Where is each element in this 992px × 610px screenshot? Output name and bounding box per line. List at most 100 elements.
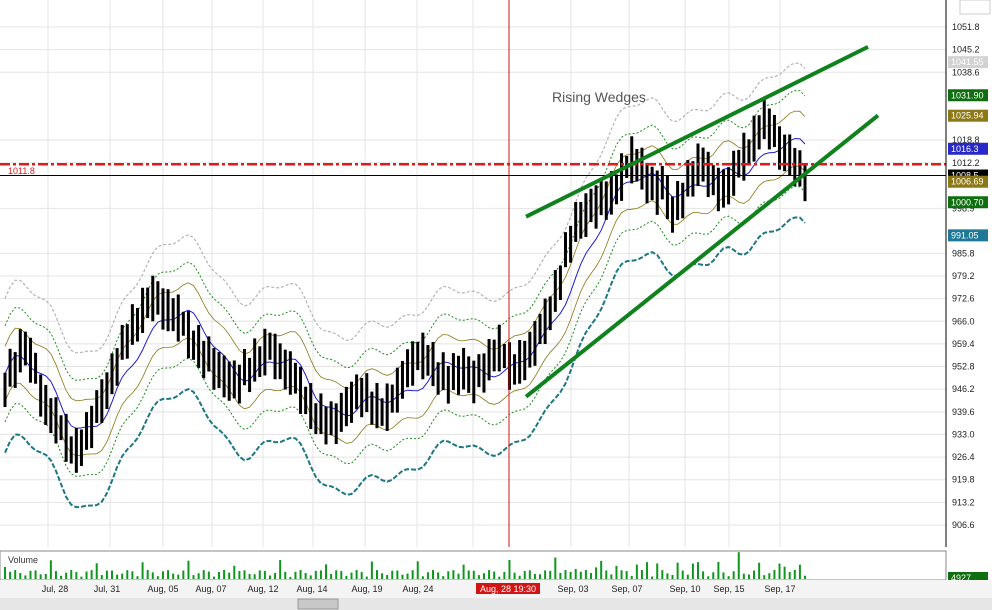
price-bar [762,99,766,140]
price-bar [314,403,318,435]
volume-bar [768,573,771,579]
price-bar [85,412,89,450]
volume-bar [167,570,170,579]
price-bar [421,332,425,380]
scroll-end-button[interactable] [959,0,991,15]
price-bar [69,436,73,464]
volume-bar [314,570,317,579]
volume-bar [4,567,6,579]
price-bar [268,332,272,360]
volume-bar [207,571,210,579]
volume-bar [319,570,322,579]
price-bar [732,150,736,196]
price-bar [482,353,486,393]
price-bar [645,162,649,204]
volume-bar [605,570,608,579]
volume-bar [635,564,638,579]
price-bar [207,336,211,372]
volume-bar [681,570,684,579]
price-bar [390,384,394,413]
price-tag-label: 1041.55 [951,57,984,67]
price-bar [115,348,119,386]
volume-bar [243,570,246,579]
volume-bar [228,572,231,579]
volume-bar [544,570,547,579]
volume-bar [804,575,806,579]
price-bar [110,353,114,395]
x-tick-label: Aug, 14 [296,584,327,594]
price-tag [948,56,988,69]
volume-bar [589,573,592,579]
price-bar [737,149,741,178]
price-tag [948,109,988,122]
volume-bar [360,572,363,579]
price-bar [217,352,221,389]
volume-bar [437,572,440,579]
volume-bar [651,576,654,579]
price-bar [431,341,435,387]
volume-bar [569,571,572,579]
price-bar [237,364,241,404]
volume-bar [742,573,745,579]
volume-bar [579,571,582,579]
cursor-date-label: Aug, 28 19:30 [480,584,536,594]
price-bar [299,366,303,414]
volume-bar [533,574,536,579]
volume-bar [161,571,164,579]
volume-bar [386,575,389,579]
y-tick-label: 1045.2 [952,45,980,55]
price-bar [28,337,32,383]
volume-bar [126,570,129,579]
price-bar [681,182,685,219]
volume-bar [304,572,307,579]
scrollbar-thumb[interactable] [297,598,339,610]
price-bar [248,357,252,393]
price-bar [548,296,552,331]
volume-bar [595,567,598,579]
volume-bar [559,572,562,579]
volume-bar [758,562,761,579]
price-bar [395,367,399,413]
volume-bar [686,574,689,579]
resistance-label: 1011.8 [8,166,35,176]
price-bar [793,147,797,187]
volume-label: Volume [8,555,38,565]
price-bar [339,392,343,432]
volume-bar [482,573,485,579]
price-bar [589,188,593,223]
price-bar [141,287,145,334]
volume-bar [488,570,491,579]
volume-bar [49,560,52,579]
volume-bar [508,560,511,579]
price-bar [242,349,246,386]
price-bar [752,115,756,162]
price-bar [64,413,68,462]
y-tick-label: 998.9 [952,203,975,213]
price-bar [660,165,664,200]
x-tick-label: Aug, 24 [402,584,433,594]
price-bar [676,180,680,221]
price-bar [258,346,262,378]
price-bar [513,354,517,385]
volume-bar [747,574,750,579]
volume-bar [375,570,378,579]
volume-bar [620,570,623,579]
volume-bar [177,574,180,579]
volume-bar [279,560,282,579]
price-axis: 1051.8 1045.2 1038.6 1018.8 1012.2 998.9 985.8… [945,0,988,547]
price-bar [497,324,501,372]
volume-bar [391,570,394,579]
price-bar [95,390,99,423]
volume-bar [646,562,649,579]
price-bar [360,377,364,418]
volume-bar [80,576,83,579]
price-bar [329,401,333,436]
price-bar [309,383,313,430]
volume-bar [274,572,277,579]
price-bar [772,114,776,148]
volume-bar [671,574,674,579]
volume-bar [95,563,98,579]
scrollbar-track[interactable] [0,598,992,610]
volume-bar [462,564,465,579]
